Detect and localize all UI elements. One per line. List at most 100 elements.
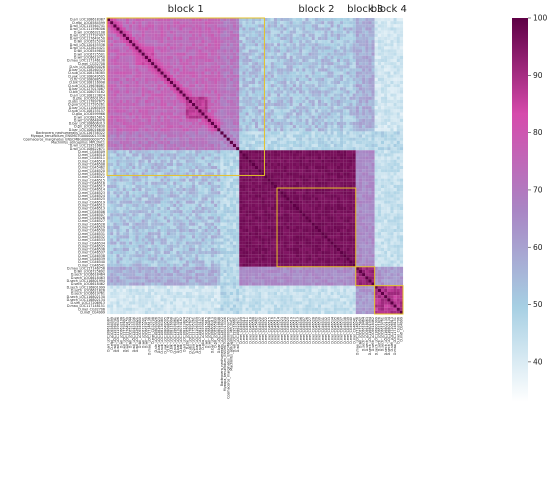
heatmap-cell (226, 103, 230, 107)
heatmap-cell (251, 52, 256, 56)
heatmap-cell (280, 181, 284, 185)
heatmap-cell (192, 140, 196, 145)
heatmap-cell (258, 153, 262, 157)
heatmap-cell (157, 156, 161, 160)
heatmap-cell (377, 121, 382, 126)
heatmap-cell (217, 156, 221, 160)
heatmap-cell (151, 27, 155, 31)
heatmap-cell (210, 77, 215, 82)
heatmap-cell (207, 153, 211, 157)
heatmap-cell (119, 166, 123, 170)
heatmap-cell (377, 21, 382, 25)
heatmap-cell (192, 21, 196, 25)
heatmap-cell (198, 181, 202, 185)
heatmap-cell (324, 175, 328, 179)
heatmap-cell (371, 140, 375, 145)
heatmap-cell (295, 118, 300, 122)
heatmap-cell (302, 125, 306, 129)
heatmap-cell (396, 128, 400, 132)
heatmap-cell (305, 93, 309, 97)
heatmap-cell (163, 58, 167, 63)
heatmap-cell (255, 65, 259, 69)
heatmap-cell (343, 52, 347, 56)
heatmap-cell (314, 62, 319, 66)
heatmap-cell (380, 68, 385, 72)
heatmap-cell (176, 30, 180, 34)
heatmap-cell (299, 172, 303, 176)
heatmap-cell (280, 147, 284, 151)
heatmap-cell (192, 58, 196, 63)
heatmap-cell (355, 90, 359, 94)
heatmap-cell (201, 99, 205, 104)
heatmap-cell (289, 93, 293, 97)
heatmap-cell (207, 159, 211, 163)
heatmap-cell (144, 169, 148, 173)
heatmap-cell (390, 21, 394, 25)
heatmap-cell (384, 33, 388, 37)
heatmap-cell (277, 74, 281, 78)
heatmap-cell (248, 172, 252, 176)
heatmap-cell (141, 169, 145, 173)
heatmap-cell (116, 143, 120, 148)
heatmap-cell (305, 87, 309, 91)
heatmap-cell (305, 46, 309, 50)
heatmap-cell (185, 55, 189, 59)
heatmap-cell (396, 156, 400, 160)
heatmap-cell (232, 99, 237, 104)
heatmap-cell (169, 159, 174, 163)
heatmap-cell (374, 21, 378, 25)
heatmap-cell (242, 175, 246, 179)
heatmap-cell (119, 181, 123, 185)
heatmap-cell (245, 84, 249, 88)
heatmap-cell (280, 62, 284, 66)
heatmap-cell (220, 58, 224, 63)
heatmap-cell (330, 49, 334, 53)
heatmap-cell (160, 103, 164, 107)
heatmap-cell (107, 93, 111, 97)
heatmap-cell (314, 71, 319, 75)
heatmap-cell (299, 27, 303, 31)
heatmap-cell (163, 172, 167, 176)
heatmap-cell (349, 90, 353, 94)
heatmap-cell (384, 71, 388, 75)
heatmap-cell (129, 74, 133, 78)
heatmap-cell (324, 137, 328, 141)
heatmap-cell (141, 46, 145, 50)
heatmap-cell (210, 175, 215, 179)
heatmap-cell (220, 55, 224, 59)
heatmap-cell (384, 65, 388, 69)
heatmap-cell (223, 166, 227, 170)
heatmap-cell (210, 112, 215, 116)
heatmap-cell (264, 166, 268, 170)
heatmap-cell (179, 55, 183, 59)
heatmap-cell (125, 71, 130, 75)
heatmap-cell (255, 77, 259, 82)
heatmap-cell (368, 36, 372, 41)
heatmap-cell (333, 21, 337, 25)
heatmap-cell (261, 178, 265, 182)
heatmap-cell (384, 156, 388, 160)
heatmap-cell (195, 106, 199, 110)
heatmap-cell (179, 162, 183, 167)
heatmap-cell (393, 33, 397, 37)
heatmap-cell (258, 52, 262, 56)
heatmap-cell (198, 80, 202, 85)
heatmap-cell (207, 93, 211, 97)
heatmap-cell (176, 99, 180, 104)
heatmap-cell (390, 150, 394, 154)
heatmap-cell (182, 147, 186, 151)
heatmap-cell (308, 169, 312, 173)
heatmap-cell (277, 140, 281, 145)
heatmap-cell (390, 18, 394, 22)
heatmap-cell (151, 96, 155, 100)
heatmap-cell (248, 46, 252, 50)
heatmap-cell (346, 169, 350, 173)
heatmap-cell (324, 153, 328, 157)
heatmap-cell (182, 166, 186, 170)
heatmap-cell (229, 181, 234, 185)
heatmap-cell (327, 181, 331, 185)
heatmap-cell (387, 162, 391, 167)
heatmap-cell (305, 137, 309, 141)
heatmap-cell (380, 71, 385, 75)
heatmap-cell (236, 172, 240, 176)
